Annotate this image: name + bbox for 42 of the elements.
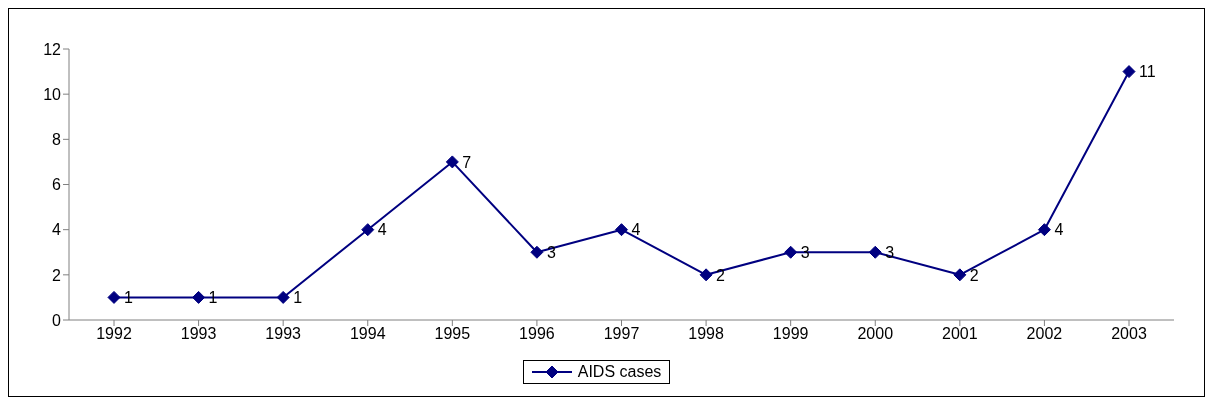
x-tick-label: 1999 <box>772 325 809 343</box>
x-tick-label: 1998 <box>688 325 724 343</box>
x-tick-label: 1996 <box>519 325 555 343</box>
point <box>1122 65 1136 79</box>
point <box>1037 223 1051 237</box>
y-tick-label: 8 <box>52 131 62 149</box>
y-tick-label: 4 <box>52 221 62 239</box>
point <box>192 290 206 304</box>
point <box>868 245 882 259</box>
y-tick-label: 0 <box>52 311 62 329</box>
y-tick-label: 10 <box>43 85 62 103</box>
x-tick-label: 1993 <box>180 325 217 343</box>
data-label: 4 <box>631 221 641 239</box>
data-label: 3 <box>546 243 556 261</box>
point <box>530 245 544 259</box>
data-label: 4 <box>1054 221 1064 239</box>
y-tick-label: 2 <box>52 266 62 284</box>
point <box>953 268 967 282</box>
y-tick-label: 12 <box>43 40 62 58</box>
point <box>361 223 375 237</box>
point <box>276 290 290 304</box>
data-label: 4 <box>377 221 387 239</box>
data-label: 7 <box>462 153 472 171</box>
x-tick-label: 1994 <box>349 325 386 343</box>
data-label: 2 <box>969 266 979 284</box>
point <box>445 155 459 169</box>
point <box>699 268 713 282</box>
data-label: 1 <box>293 289 303 307</box>
x-tick-label: 1993 <box>265 325 302 343</box>
x-tick-label: 2002 <box>1026 325 1063 343</box>
data-label: 11 <box>1139 63 1156 81</box>
x-tick-label: 2003 <box>1111 325 1147 343</box>
point <box>107 290 121 304</box>
point <box>615 223 628 237</box>
legend-label: AIDS cases <box>577 363 662 381</box>
x-tick-label: 2000 <box>857 325 894 343</box>
x-tick-label: 1997 <box>603 325 640 343</box>
x-tick-label: 2001 <box>942 325 978 343</box>
x-tick-label: 1995 <box>434 325 471 343</box>
y-tick-label: 6 <box>52 176 62 194</box>
x-tick-label: 1992 <box>96 325 132 343</box>
point <box>784 245 798 259</box>
